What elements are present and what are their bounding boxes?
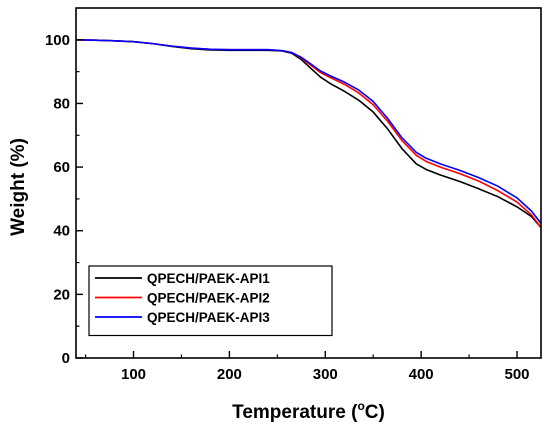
- y-axis-title: Weight (%): [8, 138, 29, 236]
- x-axis-title-degree: o: [357, 399, 364, 413]
- series-line-1: [75, 39, 542, 229]
- y-tick-label: 80: [53, 95, 70, 112]
- series-line-2: [75, 39, 542, 229]
- plot-area: 100 200 300 400 500 0 20 40 60 80 100: [45, 7, 542, 383]
- x-axis-title-suffix: C): [365, 402, 385, 423]
- series-line-3: [75, 39, 542, 224]
- x-tick-label: 100: [121, 366, 146, 383]
- x-axis-title-prefix: Temperature (: [232, 402, 358, 423]
- legend-label: QPECH/PAEK-API2: [147, 291, 270, 306]
- legend-label: QPECH/PAEK-API3: [147, 310, 270, 325]
- legend-label: QPECH/PAEK-API1: [147, 271, 270, 286]
- x-tick-label: 500: [505, 366, 530, 383]
- x-axis-title: Temperature (oC): [232, 399, 385, 423]
- ticks-layer: 100 200 300 400 500 0 20 40 60 80 100: [45, 32, 530, 383]
- plot-frame: [75, 7, 542, 359]
- x-tick-label: 200: [217, 366, 242, 383]
- y-tick-label: 60: [53, 159, 70, 176]
- y-tick-label: 40: [53, 223, 70, 240]
- x-tick-label: 400: [409, 366, 434, 383]
- series-layer: [75, 39, 542, 229]
- y-tick-label: 20: [53, 286, 70, 303]
- y-tick-label: 0: [62, 350, 70, 367]
- y-tick-label: 100: [45, 32, 70, 49]
- legend: QPECH/PAEK-API1 QPECH/PAEK-API2 QPECH/PAEK…: [88, 265, 333, 337]
- x-tick-label: 300: [313, 366, 338, 383]
